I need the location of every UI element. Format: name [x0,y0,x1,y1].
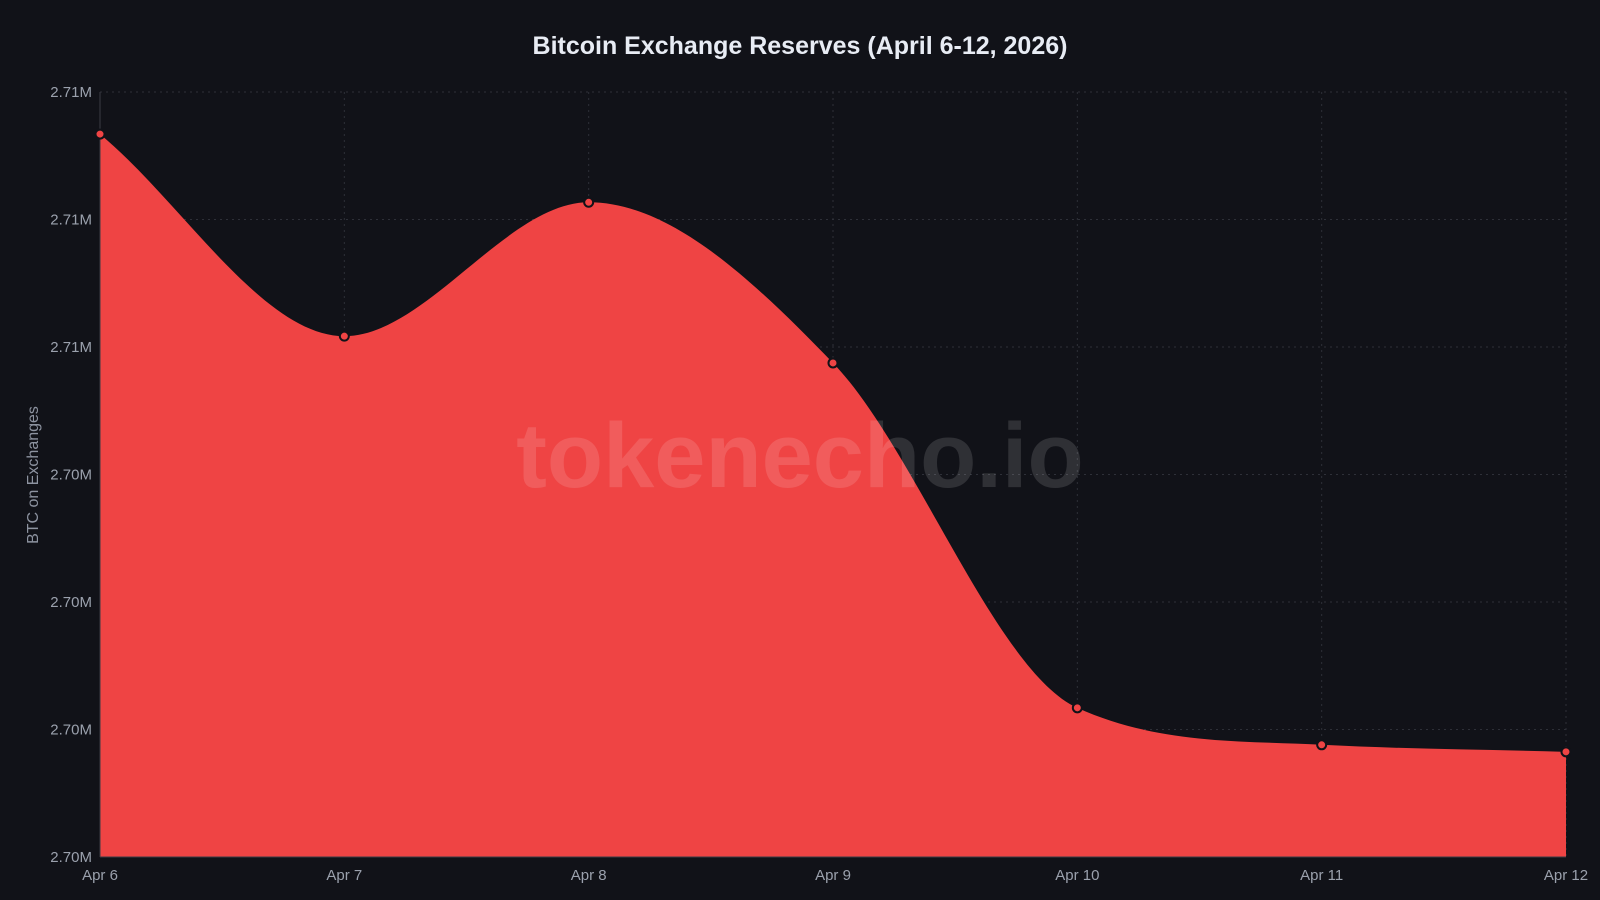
y-tick-label: 2.70M [50,849,92,866]
x-tick-label: Apr 6 [82,867,118,884]
chart-title: Bitcoin Exchange Reserves (April 6-12, 2… [532,32,1068,60]
y-tick-label: 2.70M [50,467,92,484]
y-tick-label: 2.70M [50,722,92,739]
data-point[interactable] [1316,739,1328,751]
y-tick-label: 2.70M [50,594,92,611]
data-points [94,128,1572,758]
y-tick-label: 2.71M [50,339,92,356]
data-point[interactable] [338,330,350,342]
data-point[interactable] [827,357,839,369]
x-tick-label: Apr 9 [815,867,851,884]
x-tick-label: Apr 12 [1544,867,1588,884]
x-tick-label: Apr 10 [1055,867,1099,884]
y-tick-label: 2.71M [50,84,92,101]
y-tick-label: 2.71M [50,212,92,229]
watermark: tokenecho.io [516,405,1083,507]
x-tick-label: Apr 8 [571,867,607,884]
data-point[interactable] [94,128,106,140]
x-tick-label: Apr 7 [326,867,362,884]
data-point[interactable] [1071,702,1083,714]
data-point[interactable] [583,196,595,208]
axes [99,92,1566,858]
x-axis-ticks: Apr 6 Apr 7 Apr 8 Apr 9 Apr 10 Apr 11 Apr 12 [82,867,1588,884]
data-point[interactable] [1560,746,1572,758]
area-series [100,134,1566,857]
y-axis-ticks: 2.70M 2.70M 2.70M 2.70M 2.71M 2.71M 2.71M [50,84,92,866]
x-tick-label: Apr 11 [1300,867,1343,884]
